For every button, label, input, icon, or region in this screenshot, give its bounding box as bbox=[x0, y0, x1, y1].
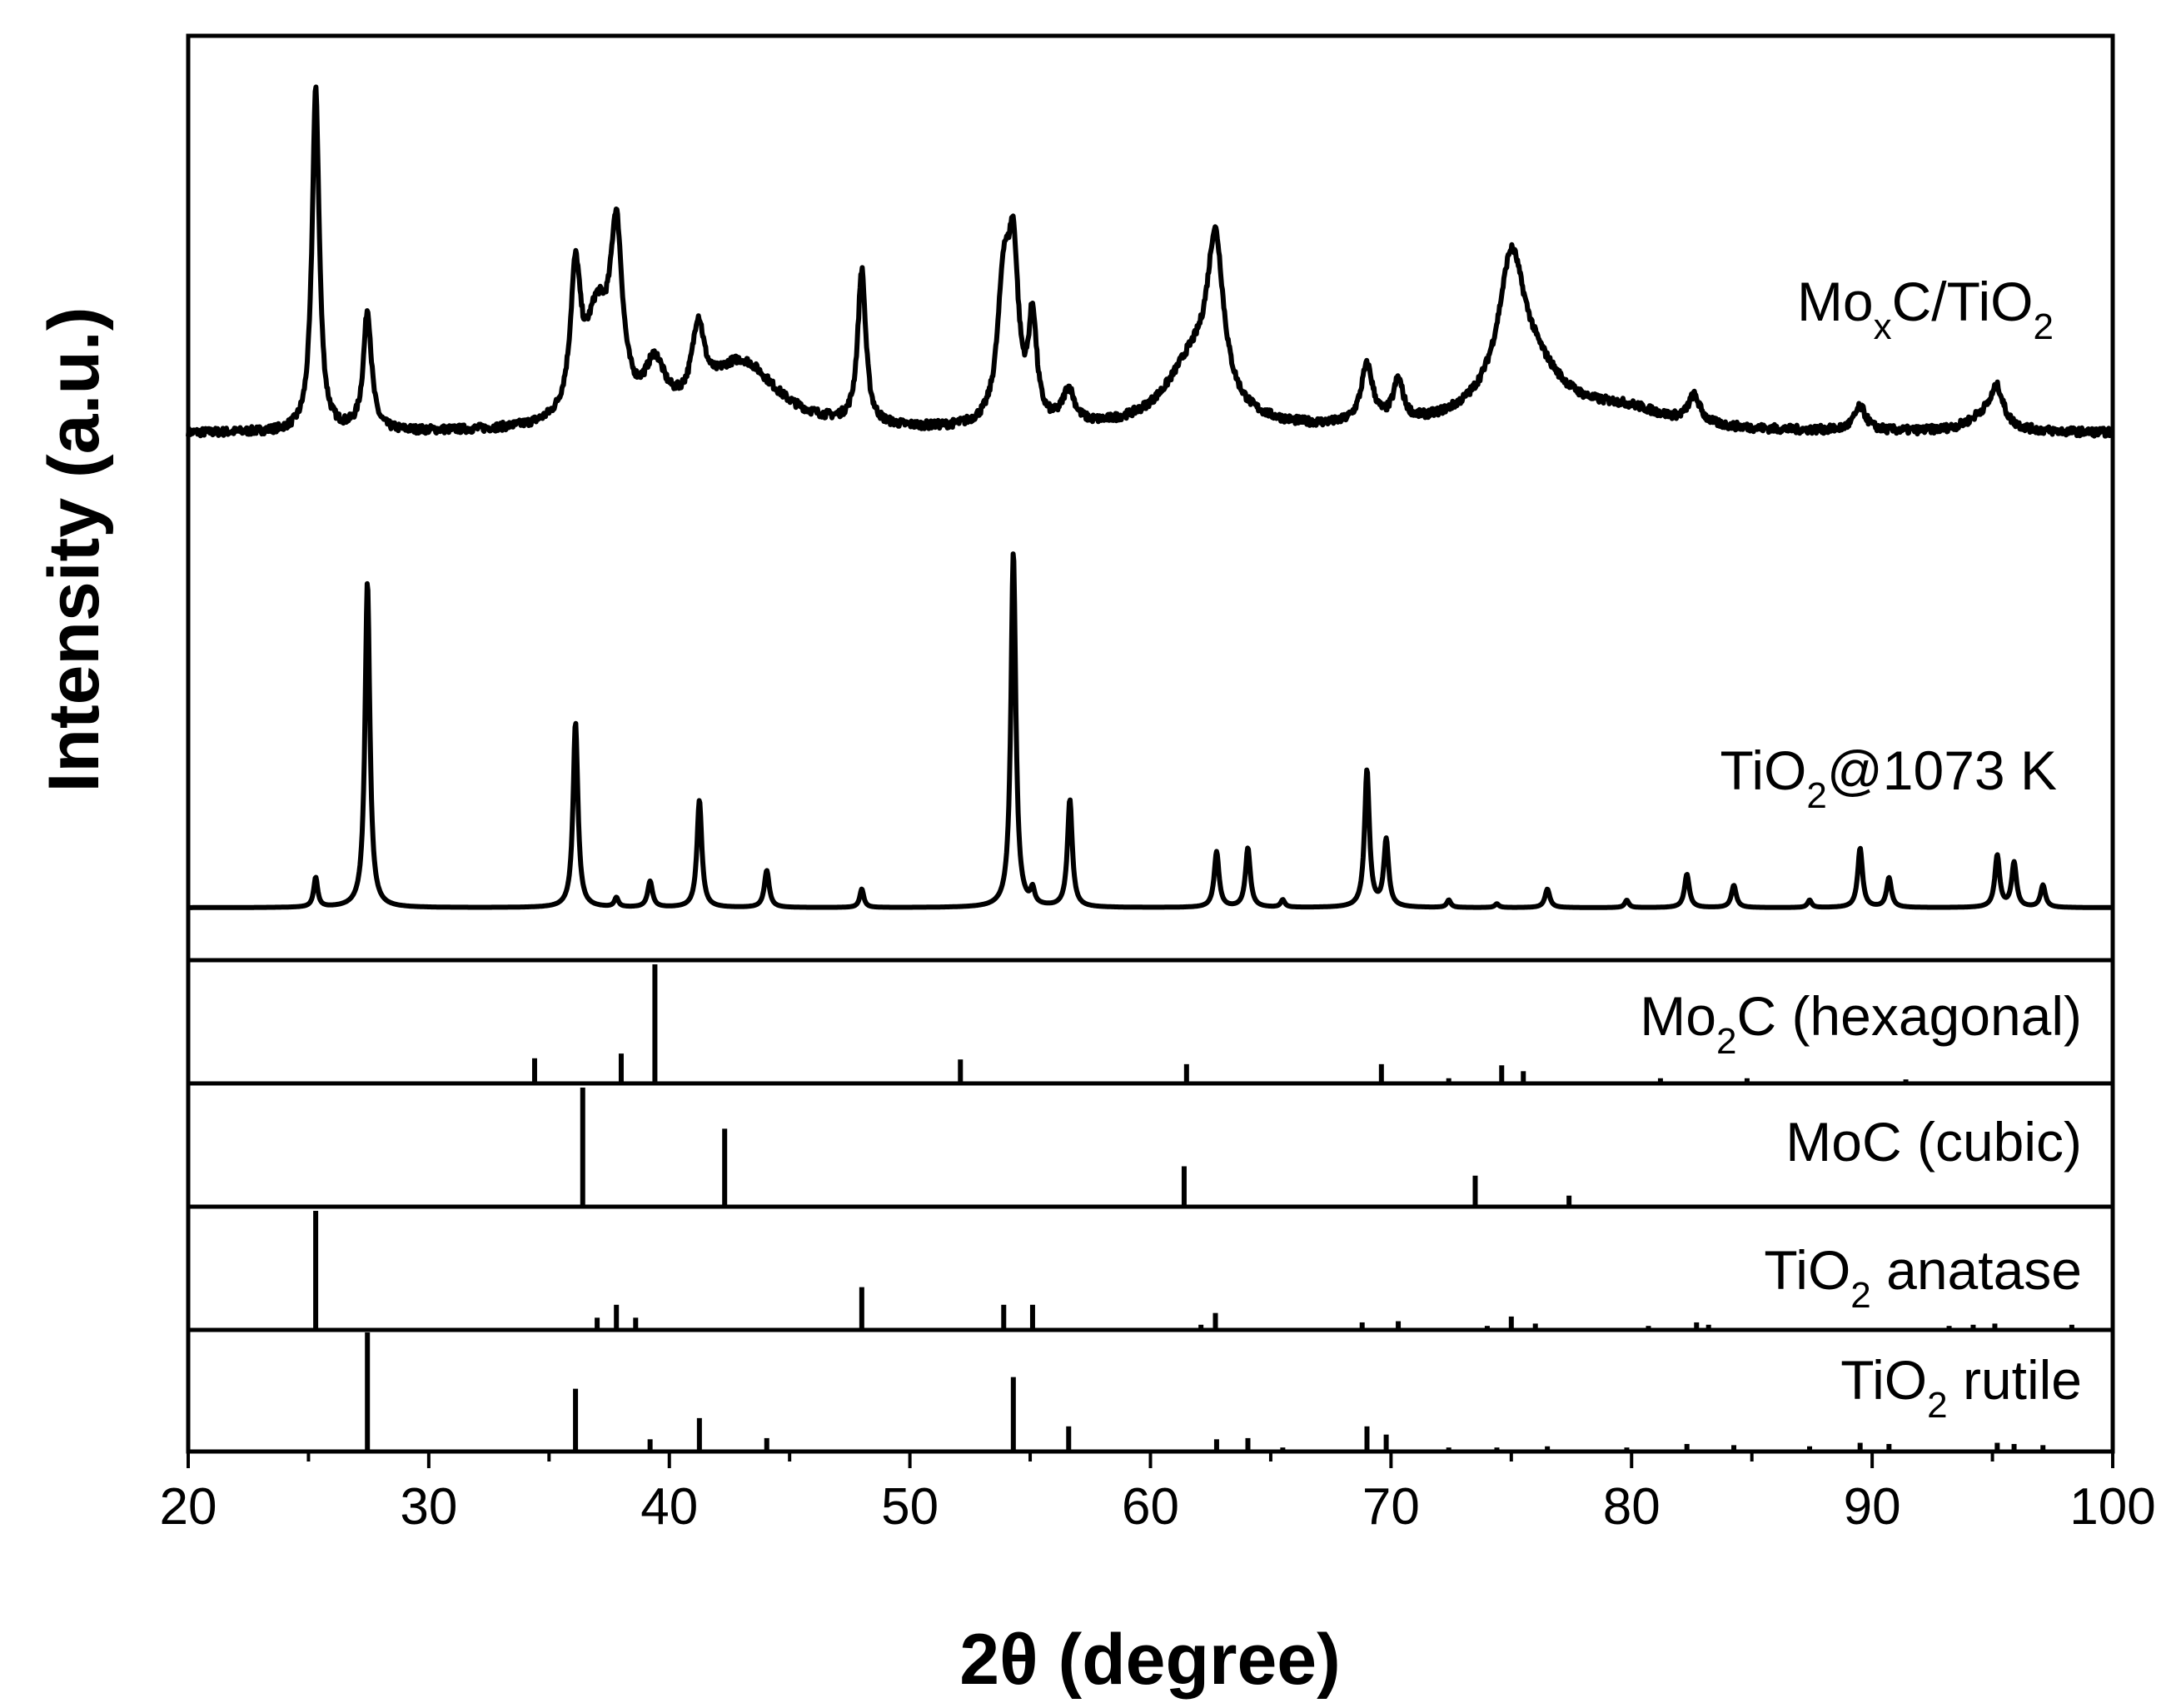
x-axis-ticks: 20 30 40 50 60 70 80 90 100 bbox=[160, 1452, 2156, 1536]
reference-pattern-3 bbox=[365, 1332, 2046, 1450]
x-tick-label: 90 bbox=[1844, 1478, 1901, 1536]
y-axis-title: Intensity (a.u.) bbox=[34, 307, 114, 793]
reference-patterns bbox=[313, 964, 2074, 1450]
series-label-moxc-tio2: MoxC/TiO2 bbox=[1797, 271, 2054, 347]
x-tick-label: 40 bbox=[640, 1478, 698, 1536]
reference-pattern-2 bbox=[313, 1211, 2074, 1328]
x-tick-label: 100 bbox=[2069, 1478, 2155, 1536]
series-line-0 bbox=[186, 84, 2115, 439]
x-tick-label: 70 bbox=[1362, 1478, 1420, 1536]
ref-label-moc: MoC (cubic) bbox=[1785, 1111, 2082, 1173]
ref-label-mo2c: Mo2C (hexagonal) bbox=[1640, 985, 2082, 1062]
series-label-tio2-1073k: TiO2@1073 K bbox=[1720, 739, 2057, 816]
series-line-1 bbox=[186, 551, 2114, 910]
x-tick-label: 20 bbox=[160, 1478, 217, 1536]
ref-label-rutile: TiO2 rutile bbox=[1840, 1349, 2082, 1426]
x-tick-label: 60 bbox=[1122, 1478, 1179, 1536]
x-tick-label: 30 bbox=[400, 1478, 457, 1536]
series-group bbox=[186, 84, 2115, 910]
reference-pattern-0 bbox=[531, 964, 1909, 1082]
x-axis-title: 2θ (degree) bbox=[959, 1620, 1341, 1700]
reference-pattern-1 bbox=[580, 1088, 1572, 1205]
x-tick-label: 80 bbox=[1603, 1478, 1661, 1536]
x-tick-label: 50 bbox=[881, 1478, 939, 1536]
ref-label-anatase: TiO2 anatase bbox=[1764, 1239, 2082, 1316]
